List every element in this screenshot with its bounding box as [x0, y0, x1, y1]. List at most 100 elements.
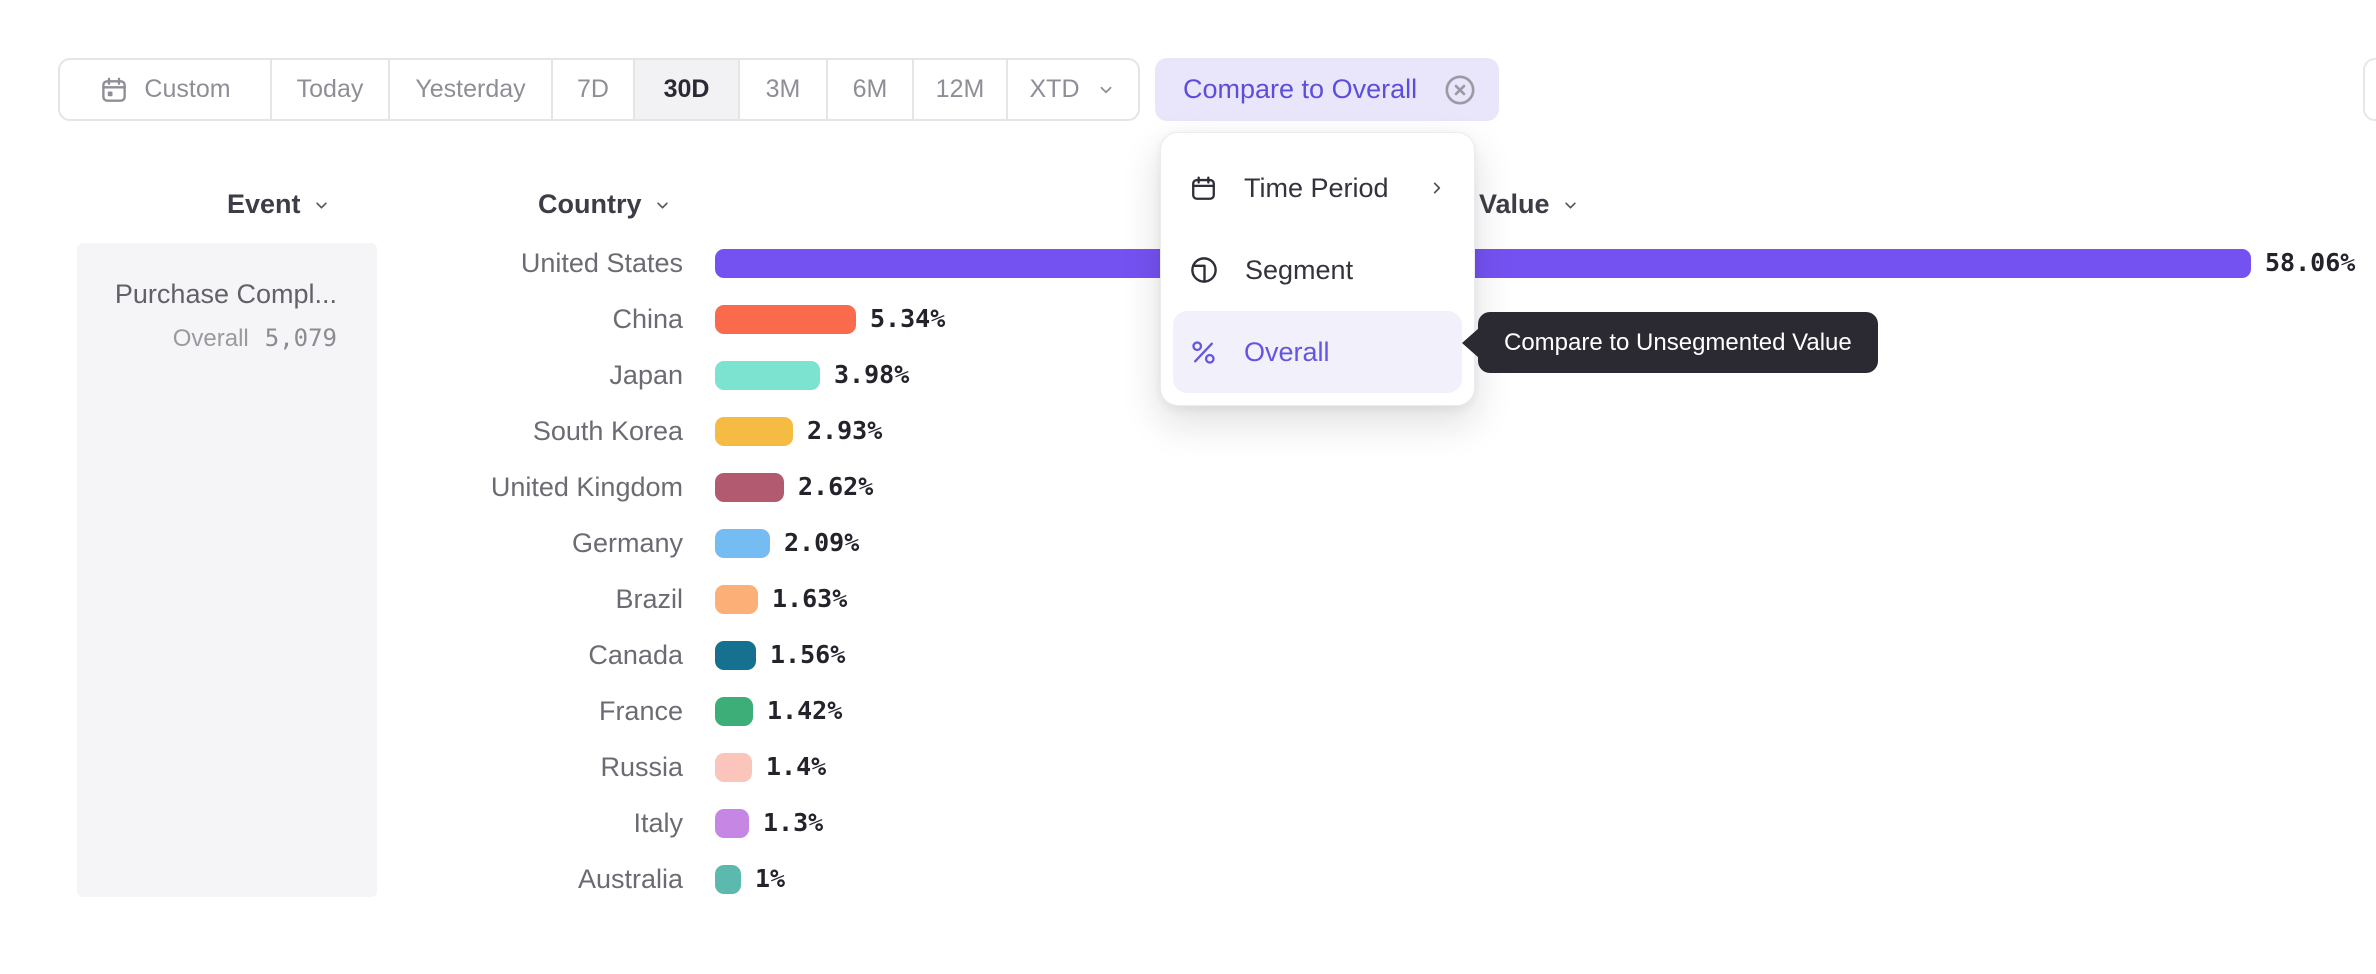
chevron-down-icon — [652, 192, 673, 216]
overall-value: 5,079 — [264, 324, 337, 352]
bar-canada[interactable] — [715, 641, 756, 670]
compare-dropdown-menu: Time Period Segment Overall — [1160, 132, 1475, 406]
chart-row: China 5.34% — [0, 291, 2376, 347]
value-column-header[interactable]: Value — [1479, 186, 1581, 222]
chart-row: United Kingdom 2.62% — [0, 459, 2376, 515]
country-label: South Korea — [532, 416, 683, 446]
bar-japan[interactable] — [715, 361, 820, 390]
event-column-label: Event — [227, 188, 301, 219]
menu-item-label: Overall — [1244, 336, 1330, 367]
country-label: Japan — [609, 360, 683, 390]
country-label: Australia — [577, 864, 683, 894]
range-custom[interactable]: Custom — [60, 60, 272, 119]
chart-row: Germany 2.09% — [0, 515, 2376, 571]
value-label: 2.09% — [784, 528, 860, 557]
country-label: Germany — [571, 528, 683, 558]
chart-row: France 1.42% — [0, 683, 2376, 739]
bar-brazil[interactable] — [715, 585, 758, 614]
tooltip-text: Compare to Unsegmented Value — [1504, 328, 1852, 356]
chart-row: Japan 3.98% — [0, 347, 2376, 403]
chevron-down-icon — [1095, 79, 1117, 101]
country-label: Brazil — [615, 584, 683, 614]
menu-item-label: Segment — [1245, 254, 1354, 285]
chevron-right-icon — [1426, 177, 1448, 199]
range-today[interactable]: Today — [272, 60, 390, 119]
range-6m[interactable]: 6M — [828, 60, 914, 119]
value-label: 1% — [755, 864, 786, 893]
date-range-toolbar: Custom Today Yesterday 7D 30D 3M 6M 12M XTD — [58, 58, 1140, 121]
bar-germany[interactable] — [715, 529, 770, 558]
bar-france[interactable] — [715, 697, 753, 726]
range-3m[interactable]: 3M — [740, 60, 828, 119]
range-label: Yesterday — [415, 75, 526, 103]
range-label: 12M — [935, 75, 985, 103]
compare-pill-label: Compare to Overall — [1183, 74, 1418, 104]
range-label: Custom — [144, 75, 231, 103]
country-label: United States — [520, 248, 683, 278]
country-label: Italy — [633, 808, 683, 838]
range-xtd[interactable]: XTD — [1008, 60, 1138, 119]
chevron-down-icon — [1560, 192, 1581, 216]
range-label: 7D — [577, 75, 609, 103]
menu-item-label: Time Period — [1244, 172, 1389, 203]
value-label: 2.93% — [807, 416, 883, 445]
country-label: France — [598, 696, 683, 726]
country-label: Canada — [588, 640, 683, 670]
bar-united-states[interactable] — [715, 249, 2251, 278]
bar-russia[interactable] — [715, 753, 752, 782]
chart-row: Canada 1.56% — [0, 627, 2376, 683]
chart-row: Australia 1% — [0, 851, 2376, 907]
value-label: 2.62% — [798, 472, 874, 501]
menu-item-time-period[interactable]: Time Period — [1173, 147, 1462, 229]
compare-to-overall-button[interactable]: Compare to Overall — [1155, 58, 1499, 121]
event-name: Purchase Compl... — [114, 279, 337, 309]
value-label: 1.3% — [763, 808, 824, 837]
bar-china[interactable] — [715, 305, 856, 334]
chart-row: Russia 1.4% — [0, 739, 2376, 795]
value-column-label: Value — [1479, 188, 1550, 219]
overall-label: Overall — [172, 325, 249, 352]
percent-icon — [1189, 338, 1218, 367]
chevron-down-icon — [311, 192, 332, 216]
range-label: XTD — [1029, 75, 1080, 103]
country-column-header[interactable]: Country — [538, 186, 673, 222]
range-label: 3M — [765, 75, 801, 103]
chart-row: Brazil 1.63% — [0, 571, 2376, 627]
country-column-label: Country — [538, 188, 642, 219]
value-label: 5.34% — [870, 304, 946, 333]
chart-row: Italy 1.3% — [0, 795, 2376, 851]
clipped-button-fragment — [2363, 58, 2376, 121]
remove-compare-icon[interactable] — [1443, 73, 1477, 107]
value-label: 1.4% — [766, 752, 827, 781]
event-overall-line: Overall 5,079 — [77, 324, 337, 353]
range-30d[interactable]: 30D — [635, 60, 740, 119]
value-label: 1.42% — [767, 696, 843, 725]
range-label: 30D — [663, 75, 710, 103]
bar-italy[interactable] — [715, 809, 749, 838]
range-12m[interactable]: 12M — [914, 60, 1008, 119]
value-label: 3.98% — [834, 360, 910, 389]
event-column-header[interactable]: Event — [227, 186, 332, 222]
country-label: United Kingdom — [490, 472, 683, 502]
bar-south-korea[interactable] — [715, 417, 793, 446]
country-label: Russia — [600, 752, 683, 782]
event-card[interactable]: Purchase Compl... Overall 5,079 — [77, 243, 377, 897]
range-label: 6M — [852, 75, 888, 103]
range-7d[interactable]: 7D — [553, 60, 635, 119]
calendar-icon — [99, 75, 129, 105]
bar-united-kingdom[interactable] — [715, 473, 784, 502]
calendar-icon — [1189, 174, 1218, 203]
chart-row: United States 58.06% — [0, 235, 2376, 291]
range-label: Today — [296, 75, 364, 103]
range-yesterday[interactable]: Yesterday — [390, 60, 553, 119]
menu-item-overall[interactable]: Overall — [1173, 311, 1462, 393]
value-label: 1.63% — [772, 584, 848, 613]
segment-icon — [1189, 255, 1219, 285]
menu-item-segment[interactable]: Segment — [1173, 229, 1462, 311]
country-label: China — [612, 304, 683, 334]
bar-australia[interactable] — [715, 865, 741, 894]
tooltip: Compare to Unsegmented Value — [1478, 312, 1878, 373]
value-label: 1.56% — [770, 640, 846, 669]
chart-row: South Korea 2.93% — [0, 403, 2376, 459]
